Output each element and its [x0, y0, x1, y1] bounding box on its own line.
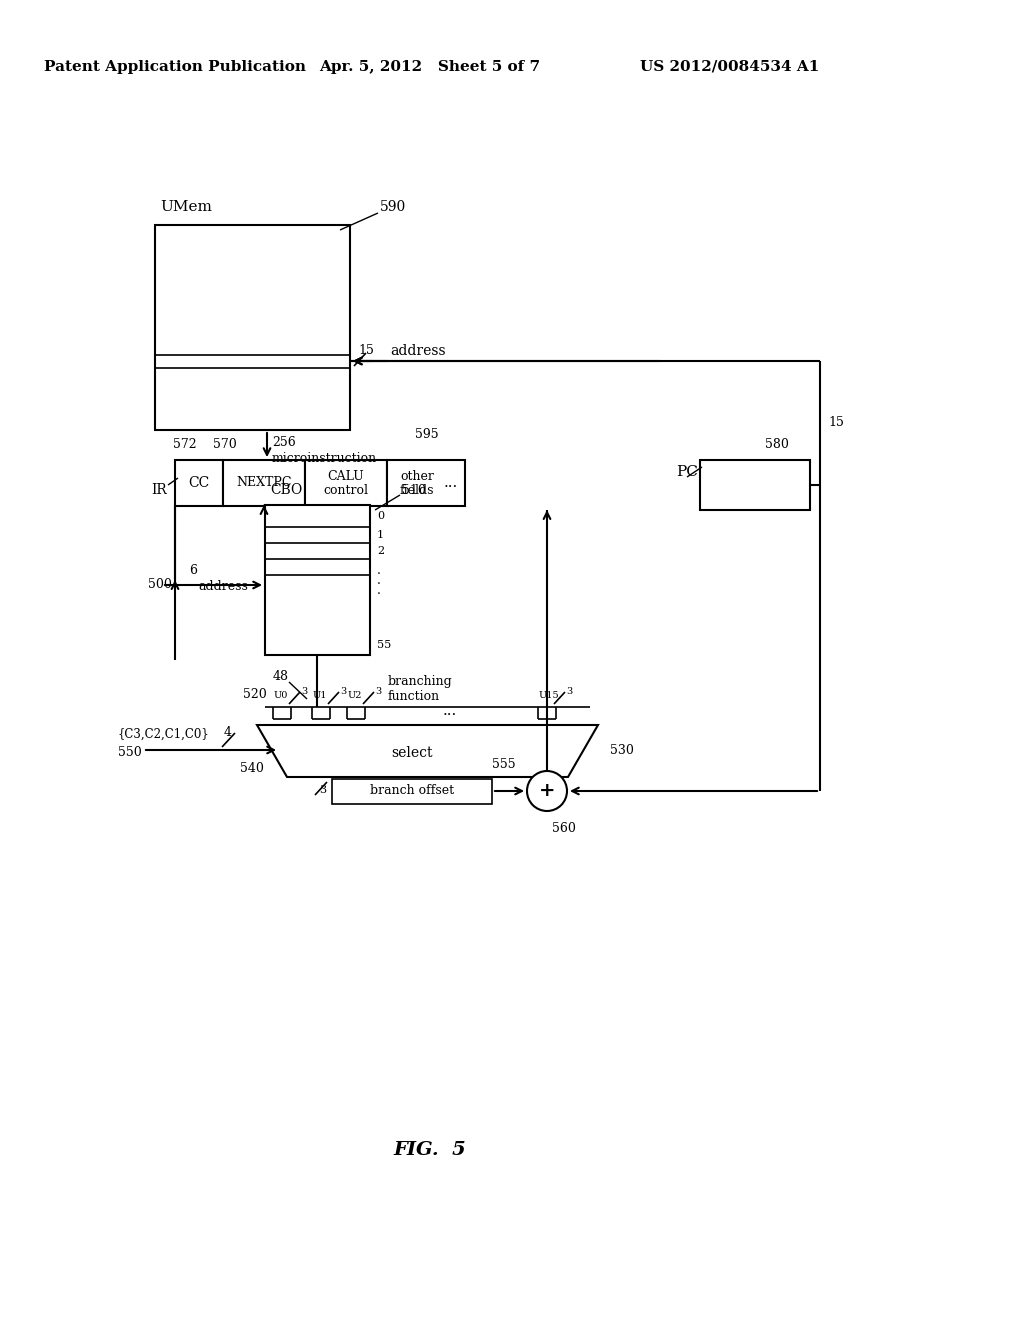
Text: IR: IR [152, 483, 167, 498]
Text: 3: 3 [301, 688, 307, 697]
Text: 6: 6 [189, 564, 197, 577]
Text: 2: 2 [377, 546, 384, 556]
Text: PC: PC [676, 465, 698, 479]
Text: .: . [377, 565, 381, 578]
Text: 510: 510 [402, 483, 426, 496]
Text: 256: 256 [272, 437, 296, 450]
Text: 555: 555 [492, 759, 516, 771]
Text: Patent Application Publication: Patent Application Publication [44, 59, 306, 74]
Bar [387, 459, 465, 506]
Text: 3: 3 [319, 785, 326, 795]
Text: UMem: UMem [160, 201, 212, 214]
Text: 4: 4 [224, 726, 232, 738]
Bar [265, 506, 370, 655]
Text: 55: 55 [377, 640, 391, 649]
Text: 560: 560 [552, 822, 575, 836]
Bar [332, 779, 492, 804]
Circle shape [527, 771, 567, 810]
Text: 595: 595 [415, 429, 438, 441]
Text: CC: CC [188, 477, 210, 490]
Text: 0: 0 [377, 511, 384, 521]
Bar [305, 459, 387, 506]
Polygon shape [257, 725, 598, 777]
Text: +: + [539, 781, 555, 800]
Bar [223, 459, 305, 506]
Text: U1: U1 [313, 690, 328, 700]
Text: FIG.  5: FIG. 5 [393, 1140, 466, 1159]
Text: address: address [390, 345, 445, 358]
Text: ...: ... [443, 477, 458, 490]
Text: function: function [388, 689, 440, 702]
Text: .: . [377, 574, 381, 587]
Text: .: . [377, 585, 381, 598]
Text: 520: 520 [243, 689, 266, 701]
Text: select: select [391, 746, 433, 760]
Text: NEXTPC: NEXTPC [237, 477, 292, 490]
Text: branching: branching [388, 675, 453, 688]
Bar [155, 224, 350, 430]
Text: 530: 530 [610, 744, 634, 758]
Text: 3: 3 [566, 688, 572, 697]
Text: branch offset: branch offset [370, 784, 454, 797]
Text: 580: 580 [765, 437, 788, 450]
Text: CBO: CBO [270, 483, 302, 498]
Bar [700, 459, 810, 510]
Text: 3: 3 [375, 688, 381, 697]
Text: 15: 15 [358, 345, 374, 358]
Text: 540: 540 [240, 762, 264, 775]
Text: 570: 570 [213, 437, 237, 450]
Text: 1: 1 [377, 531, 384, 540]
Text: ...: ... [442, 704, 457, 718]
Text: address: address [198, 581, 248, 594]
Text: CALU: CALU [328, 470, 365, 483]
Text: {C3,C2,C1,C0}: {C3,C2,C1,C0} [118, 727, 210, 741]
Text: U15: U15 [539, 690, 560, 700]
Text: Apr. 5, 2012   Sheet 5 of 7: Apr. 5, 2012 Sheet 5 of 7 [319, 59, 541, 74]
Bar [175, 459, 223, 506]
Text: other: other [400, 470, 434, 483]
Text: 550: 550 [118, 746, 141, 759]
Text: control: control [324, 484, 369, 498]
Text: 3: 3 [340, 688, 346, 697]
Text: fields: fields [399, 484, 434, 498]
Text: US 2012/0084534 A1: US 2012/0084534 A1 [640, 59, 819, 74]
Text: 15: 15 [828, 417, 844, 429]
Text: 590: 590 [380, 201, 407, 214]
Text: 500: 500 [148, 578, 172, 591]
Text: U0: U0 [274, 690, 289, 700]
Text: 48: 48 [273, 671, 289, 684]
Text: U2: U2 [348, 690, 362, 700]
Text: 572: 572 [173, 437, 197, 450]
Text: microinstruction: microinstruction [272, 451, 377, 465]
